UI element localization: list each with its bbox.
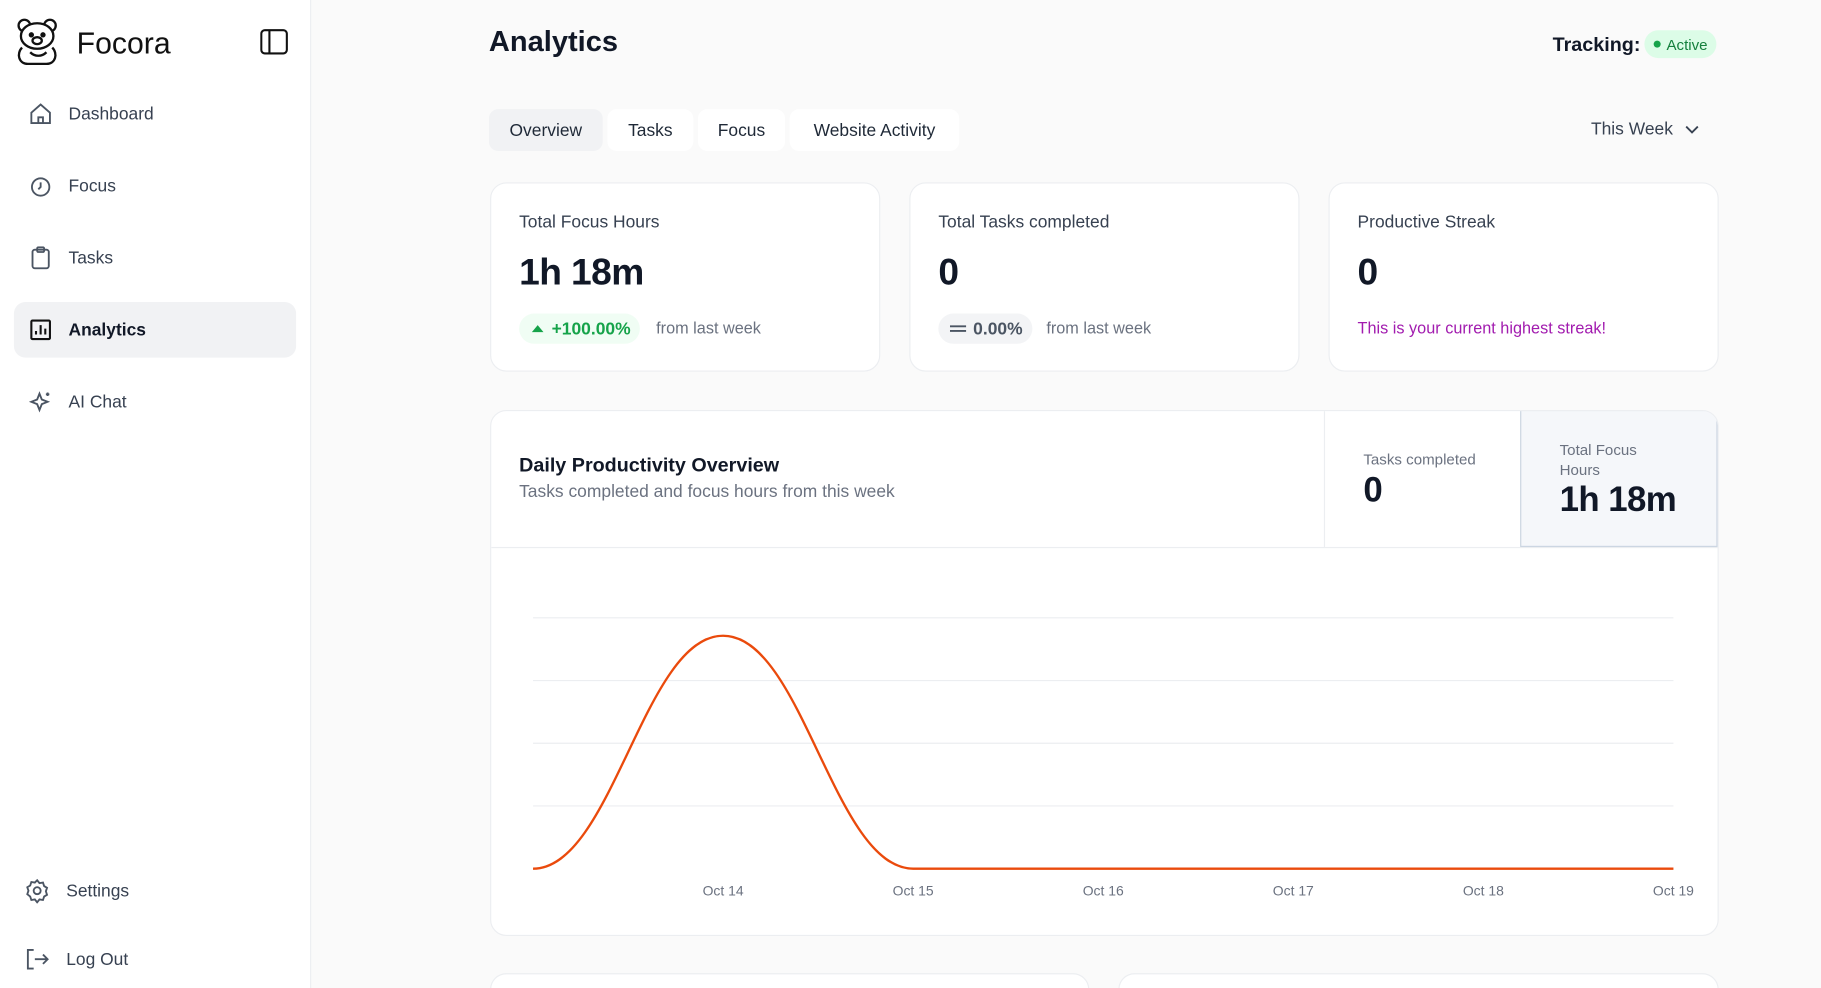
side-stat-label: Total Focus Hours <box>1559 441 1637 479</box>
stat-label: Total Tasks completed <box>938 212 1110 233</box>
stat-label: Total Focus Hours <box>519 212 660 233</box>
stat-note: from last week <box>656 318 761 337</box>
nav-label: Dashboard <box>68 103 154 124</box>
nav-dashboard[interactable]: Dashboard <box>14 86 296 142</box>
x-tick-label: Oct 18 <box>1463 882 1504 898</box>
nav-analytics[interactable]: Analytics <box>13 301 297 358</box>
sidebar: Focora Dashboard Focus Tasks Analytics A… <box>0 0 312 988</box>
bottom-card <box>490 973 1090 988</box>
tab-overview[interactable]: Overview <box>488 109 603 151</box>
change-text: 0.00% <box>973 318 1023 339</box>
nav-logout[interactable]: Log Out <box>9 931 291 987</box>
stat-change: 0.00% <box>938 313 1032 344</box>
panel-title: Daily Productivity Overview <box>519 454 780 477</box>
stat-value: 0 <box>1357 250 1379 293</box>
x-tick-label: Oct 16 <box>1083 882 1124 898</box>
nav-label: Focus <box>68 175 116 196</box>
side-stat-selected[interactable]: Total Focus Hours 1h 18m <box>1520 411 1718 547</box>
line-series <box>533 634 1674 870</box>
x-tick-label: Oct 17 <box>1273 882 1314 898</box>
streak-note: This is your current highest streak! <box>1357 318 1607 337</box>
nav-label: AI Chat <box>68 391 127 412</box>
nav-label: Log Out <box>66 949 129 970</box>
tracking-label: Tracking: <box>1552 33 1641 56</box>
collapse-button[interactable] <box>260 29 288 55</box>
divider <box>491 546 1718 549</box>
range-select[interactable]: This Week <box>1590 119 1699 140</box>
nav-label: Tasks <box>68 247 114 268</box>
x-tick-label: Oct 15 <box>893 882 934 898</box>
stat-change: +100.00% <box>519 313 640 344</box>
nav-tasks[interactable]: Tasks <box>14 230 296 286</box>
page-title: Analytics <box>488 25 619 59</box>
logo <box>17 18 57 66</box>
tab-tasks[interactable]: Tasks <box>607 109 694 151</box>
stat-card: Total Tasks completed 0 0.00% from last … <box>909 182 1300 372</box>
tracking-status: Active <box>1644 30 1717 59</box>
change-text: +100.00% <box>551 318 631 339</box>
nav-settings[interactable]: Settings <box>9 863 291 919</box>
stat-note: from last week <box>1046 318 1152 337</box>
nav-label: Settings <box>66 880 130 901</box>
tab-focus[interactable]: Focus <box>697 109 786 151</box>
side-stat[interactable]: Tasks completed 0 <box>1323 411 1520 547</box>
range-text: This Week <box>1590 119 1673 140</box>
overview-panel: Daily Productivity Overview Tasks comple… <box>490 409 1719 937</box>
side-stat-value: 1h 18m <box>1559 480 1677 520</box>
nav-ai-chat[interactable]: AI Chat <box>14 374 296 430</box>
nav-label: Analytics <box>68 319 146 340</box>
stat-value: 1h 18m <box>519 250 644 293</box>
side-stat-value: 0 <box>1363 471 1383 510</box>
brand: Focora <box>76 25 171 61</box>
nav-focus[interactable]: Focus <box>14 158 296 214</box>
line-chart: Oct 14 Oct 15 Oct 16 Oct 17 Oct 18 Oct 19 <box>533 617 1694 898</box>
bottom-card <box>1118 973 1719 988</box>
tab-website-activity[interactable]: Website Activity <box>789 109 960 151</box>
stat-label: Productive Streak <box>1357 212 1496 233</box>
side-stat-label: Tasks completed <box>1363 450 1476 469</box>
x-tick-label: Oct 14 <box>703 882 744 898</box>
panel-subtitle: Tasks completed and focus hours from thi… <box>519 481 895 502</box>
stat-card: Total Focus Hours 1h 18m +100.00% from l… <box>490 182 881 372</box>
stat-card: Productive Streak 0 This is your current… <box>1328 182 1719 372</box>
status-text: Active <box>1666 35 1708 53</box>
stat-value: 0 <box>938 250 959 293</box>
x-tick-label: Oct 19 <box>1653 882 1694 898</box>
